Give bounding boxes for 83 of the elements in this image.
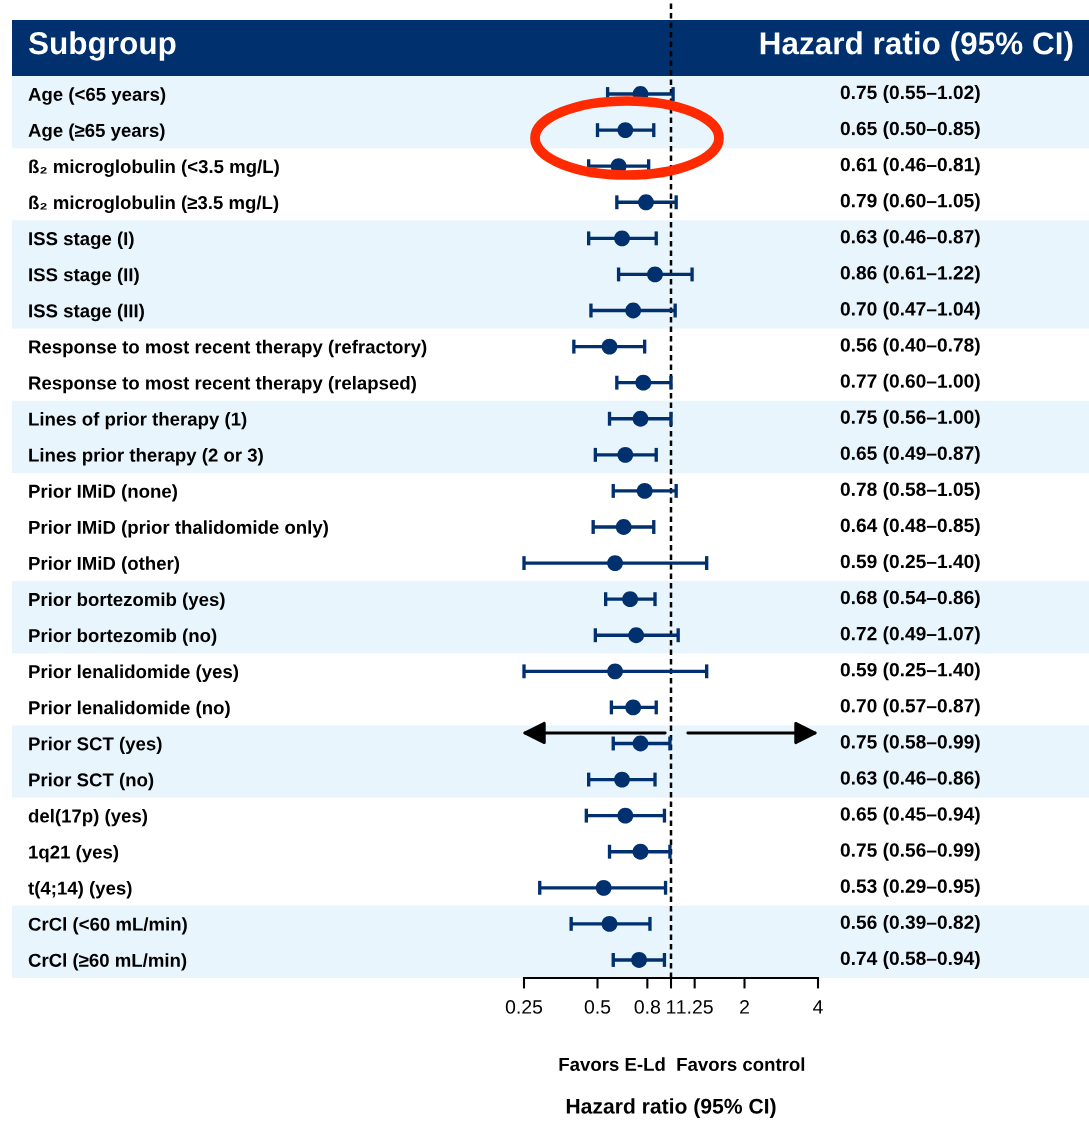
y-tick-label: Lines of prior therapy (1): [29, 412, 247, 430]
point: [622, 591, 639, 608]
point: [638, 194, 654, 211]
text: Hazard ratio (95% CI): [760, 31, 1073, 61]
y-tick-label: Prior IMiD (prior thalidomide only): [29, 520, 328, 538]
point: [607, 555, 623, 571]
x-tick-label: 0.25: [505, 1000, 543, 1014]
data-label: 0.74 (0.58–0.94): [840, 951, 980, 969]
data-label: 0.72 (0.49–1.07): [840, 626, 980, 645]
point: [628, 627, 645, 644]
data-label: 0.59 (0.25–1.40): [840, 554, 980, 573]
point: [632, 410, 649, 427]
x-tick-label: 1: [667, 1000, 676, 1014]
point: [632, 735, 649, 752]
point: [617, 446, 634, 463]
data-label: 0.75 (0.58–0.99): [840, 734, 980, 753]
data-label: 0.77 (0.60–1.00): [840, 373, 980, 392]
y-tick-label: ß₂ microglobulin (<3.5 mg/L): [29, 159, 279, 177]
y-tick-label: Prior lenalidomide (no): [29, 700, 230, 719]
data-label: 0.63 (0.46–0.86): [840, 770, 980, 789]
point: [607, 663, 623, 680]
data-label: 0.59 (0.25–1.40): [840, 662, 980, 681]
data-label: 0.65 (0.45–0.94): [840, 806, 980, 825]
y-tick-label: CrCl (≥60 mL/min): [28, 953, 187, 971]
data-label: 0.56 (0.39–0.82): [840, 914, 980, 933]
y-tick-label: del(17p) (yes): [28, 808, 148, 827]
y-tick-label: t(4;14) (yes): [28, 881, 132, 899]
y-tick-label: ISS stage (I): [29, 231, 134, 250]
text: Favors control: [677, 1057, 805, 1071]
y-tick-label: Response to most recent therapy (relapsed): [29, 375, 416, 394]
y-tick-label: Lines prior therapy (2 or 3): [29, 448, 263, 466]
point: [614, 230, 630, 247]
y-tick-label: Prior SCT (yes): [29, 736, 162, 755]
y-tick-label: ß₂ microglobulin (≥3.5 mg/L): [29, 195, 279, 213]
y-tick-label: 1q21 (yes): [29, 844, 119, 863]
data-label: 0.79 (0.60–1.05): [840, 193, 980, 212]
data-label: 0.68 (0.54–0.86): [840, 590, 980, 609]
text: Favors E-Ld: [559, 1057, 665, 1071]
y-tick-label: Prior IMiD (other): [29, 556, 180, 574]
data-label: 0.64 (0.48–0.85): [840, 518, 980, 536]
data-label: 0.75 (0.55–1.02): [840, 85, 980, 103]
data-label: 0.65 (0.49–0.87): [840, 445, 980, 464]
point: [601, 338, 618, 355]
point: [617, 807, 634, 824]
data-label: 0.75 (0.56–1.00): [840, 409, 980, 428]
x-tick-label: 0.8: [634, 1000, 661, 1014]
text: Subgroup: [28, 31, 176, 61]
y-tick-label: ISS stage (III): [29, 303, 144, 322]
data-label: 0.63 (0.46–0.87): [840, 229, 980, 248]
x-tick-label: 1.25: [677, 1000, 713, 1014]
data-label: 0.78 (0.58–1.05): [840, 481, 980, 500]
point: [625, 302, 642, 319]
data-label: 0.65 (0.50–0.85): [840, 121, 980, 140]
y-tick-label: Prior IMiD (none): [29, 484, 177, 502]
y-tick-label: Prior SCT (no): [29, 772, 154, 791]
x-tick-label: 2: [740, 1000, 749, 1014]
point: [601, 915, 618, 932]
point: [632, 843, 649, 860]
data-label: 0.53 (0.29–0.95): [840, 878, 980, 897]
y-tick-label: Age (≥65 years): [28, 123, 165, 141]
y-tick-label: CrCl (<60 mL/min): [28, 917, 187, 935]
y-tick-label: Prior bortezomib (no): [29, 628, 217, 646]
x-tick-label: 4: [813, 1000, 823, 1014]
data-label: 0.61 (0.46–0.81): [840, 157, 980, 176]
y-tick-label: ISS stage (II): [29, 267, 139, 286]
point: [636, 483, 653, 499]
y-tick-label: Age (<65 years): [28, 87, 166, 105]
data-label: 0.70 (0.47–1.04): [840, 301, 980, 320]
data-label: 0.70 (0.57–0.87): [840, 698, 980, 717]
y-tick-label: Prior bortezomib (yes): [29, 592, 225, 610]
y-tick-label: Response to most recent therapy (refractory): [29, 339, 427, 358]
data-label: 0.86 (0.61–1.22): [840, 265, 980, 284]
y-tick-label: Prior lenalidomide (yes): [29, 664, 239, 682]
point: [614, 771, 630, 788]
point: [635, 374, 652, 391]
x-axis-title: Hazard ratio (95% CI): [566, 1098, 776, 1118]
point: [617, 122, 634, 139]
point: [625, 699, 642, 716]
data-label: 0.56 (0.40–0.78): [840, 337, 980, 356]
point: [631, 952, 647, 968]
x-tick-label: 0.5: [584, 1000, 611, 1014]
data-label: 0.75 (0.56–0.99): [840, 842, 980, 861]
point: [615, 519, 632, 535]
